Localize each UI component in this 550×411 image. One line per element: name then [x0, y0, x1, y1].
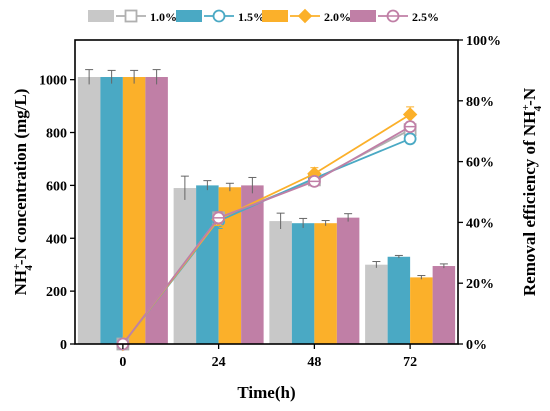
- legend-label: 2.5%: [412, 10, 439, 24]
- y-left-tick-label: 400: [46, 232, 67, 247]
- legend-swatch-bar: [88, 10, 114, 22]
- bar: [387, 256, 411, 344]
- bar: [365, 264, 388, 344]
- x-tick-label: 24: [212, 355, 226, 370]
- bar: [77, 77, 101, 344]
- y-left-tick-label: 600: [46, 179, 67, 194]
- lines-layer: [115, 106, 418, 352]
- legend-item: 1.5%: [176, 9, 265, 24]
- bar: [100, 77, 123, 344]
- x-tick-label: 0: [119, 355, 126, 370]
- bar: [336, 217, 360, 344]
- line-marker: [403, 132, 417, 146]
- y-left-title-sup: +: [11, 264, 23, 270]
- axes-layer: 0 200 400 600 800 1000 0% 20% 40% 60% 80% 100% 0 24 48…: [39, 34, 501, 370]
- line-marker: [212, 9, 226, 23]
- y-right-tick-label: 100%: [466, 34, 501, 49]
- y-axis-left-title: NH+4-N concentration (mg/L): [11, 89, 35, 296]
- y-left-title-main: NH: [11, 270, 30, 296]
- y-axis-right-title: Removal efficiency of NH+4-N: [520, 87, 544, 296]
- line-marker: [124, 9, 138, 23]
- legend-item: 1.0%: [88, 9, 177, 24]
- y-right-title-sub: 4: [532, 105, 544, 111]
- legend-item: 2.5%: [350, 9, 439, 24]
- y-left-title-sub: 4: [23, 265, 35, 271]
- series-line: [122, 125, 411, 345]
- y-right-title-main: Removal efficiency of NH: [520, 111, 539, 297]
- bar: [122, 77, 146, 344]
- y-left-tick-label: 800: [46, 127, 67, 142]
- legend-swatch-bar: [262, 10, 288, 22]
- y-left-tick-label: 0: [60, 338, 67, 353]
- legend-swatch-bar: [350, 10, 376, 22]
- legend-label: 1.0%: [150, 10, 177, 24]
- bar: [269, 221, 292, 344]
- bar: [145, 77, 168, 344]
- legend-label: 2.0%: [324, 10, 351, 24]
- x-tick-label: 72: [403, 355, 417, 370]
- line-marker: [297, 8, 313, 24]
- y-right-tick-label: 80%: [466, 95, 494, 110]
- legend: 1.0% 1.5% 2.0% 2.5%: [88, 8, 439, 24]
- bar: [196, 185, 219, 344]
- x-axis-title: Time(h): [237, 383, 295, 402]
- y-left-title-rest: -N concentration (mg/L): [11, 89, 30, 266]
- bar: [173, 188, 197, 344]
- plot-frame: [74, 39, 459, 345]
- x-tick-label: 48: [307, 355, 321, 370]
- bar: [314, 223, 337, 344]
- y-right-title-rest: -N: [520, 87, 539, 106]
- y-right-tick-label: 0%: [466, 338, 487, 353]
- y-left-tick-label: 200: [46, 285, 67, 300]
- y-left-tick-label: 1000: [39, 74, 67, 89]
- bar: [241, 185, 264, 344]
- y-right-tick-label: 20%: [466, 277, 494, 292]
- bar: [432, 266, 456, 344]
- bar: [218, 187, 242, 344]
- legend-item: 2.0%: [262, 8, 351, 24]
- bar: [410, 277, 433, 344]
- y-right-tick-label: 60%: [466, 156, 494, 171]
- line-marker: [402, 107, 418, 122]
- y-right-tick-label: 40%: [466, 216, 494, 231]
- bar: [291, 223, 315, 344]
- bars-layer: [77, 69, 456, 344]
- legend-swatch-bar: [176, 10, 202, 22]
- y-right-title-sup: +: [520, 104, 532, 110]
- legend-label: 1.5%: [238, 10, 265, 24]
